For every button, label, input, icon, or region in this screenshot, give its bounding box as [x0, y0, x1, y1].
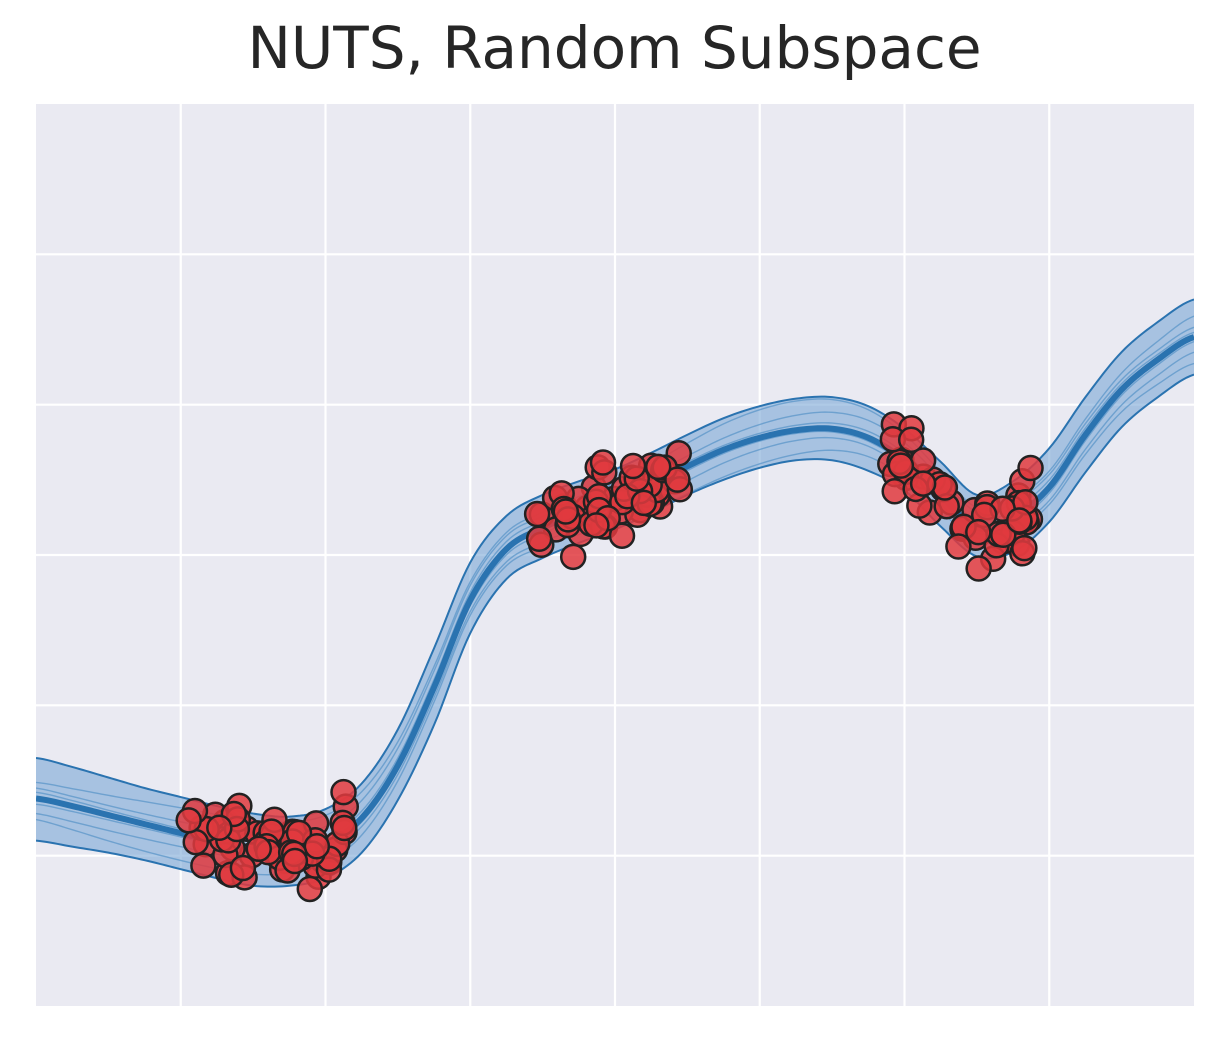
observation-point: [175, 807, 202, 834]
observation-point: [229, 854, 257, 882]
observations-layer: [175, 411, 1044, 903]
observation-point: [1006, 507, 1033, 534]
observation-point: [296, 875, 324, 903]
observation-point: [1017, 454, 1044, 482]
observation-point: [190, 852, 217, 879]
observation-point: [245, 835, 273, 863]
observation-point: [331, 814, 358, 842]
observation-point: [525, 525, 553, 553]
observation-point: [909, 470, 937, 497]
observation-point: [608, 522, 636, 549]
observation-point: [931, 474, 959, 501]
observation-point: [630, 489, 658, 517]
observation-point: [965, 518, 992, 546]
observation-point: [182, 828, 210, 856]
observation-point: [330, 778, 357, 806]
observation-point: [945, 533, 972, 560]
chart-title: NUTS, Random Subspace: [247, 14, 982, 82]
observation-point: [965, 555, 992, 582]
observation-point: [1011, 534, 1038, 562]
observation-point: [644, 453, 672, 481]
observation-point: [281, 847, 309, 875]
observation-point: [897, 426, 925, 454]
observation-point: [552, 498, 580, 525]
observation-point: [523, 500, 551, 528]
observation-point: [206, 814, 233, 841]
observation-point: [559, 543, 587, 571]
observation-point: [583, 512, 610, 539]
observation-point: [303, 833, 331, 860]
observation-point: [589, 449, 617, 476]
observation-point: [664, 466, 691, 493]
observation-point: [887, 452, 915, 479]
observation-point: [619, 452, 647, 480]
